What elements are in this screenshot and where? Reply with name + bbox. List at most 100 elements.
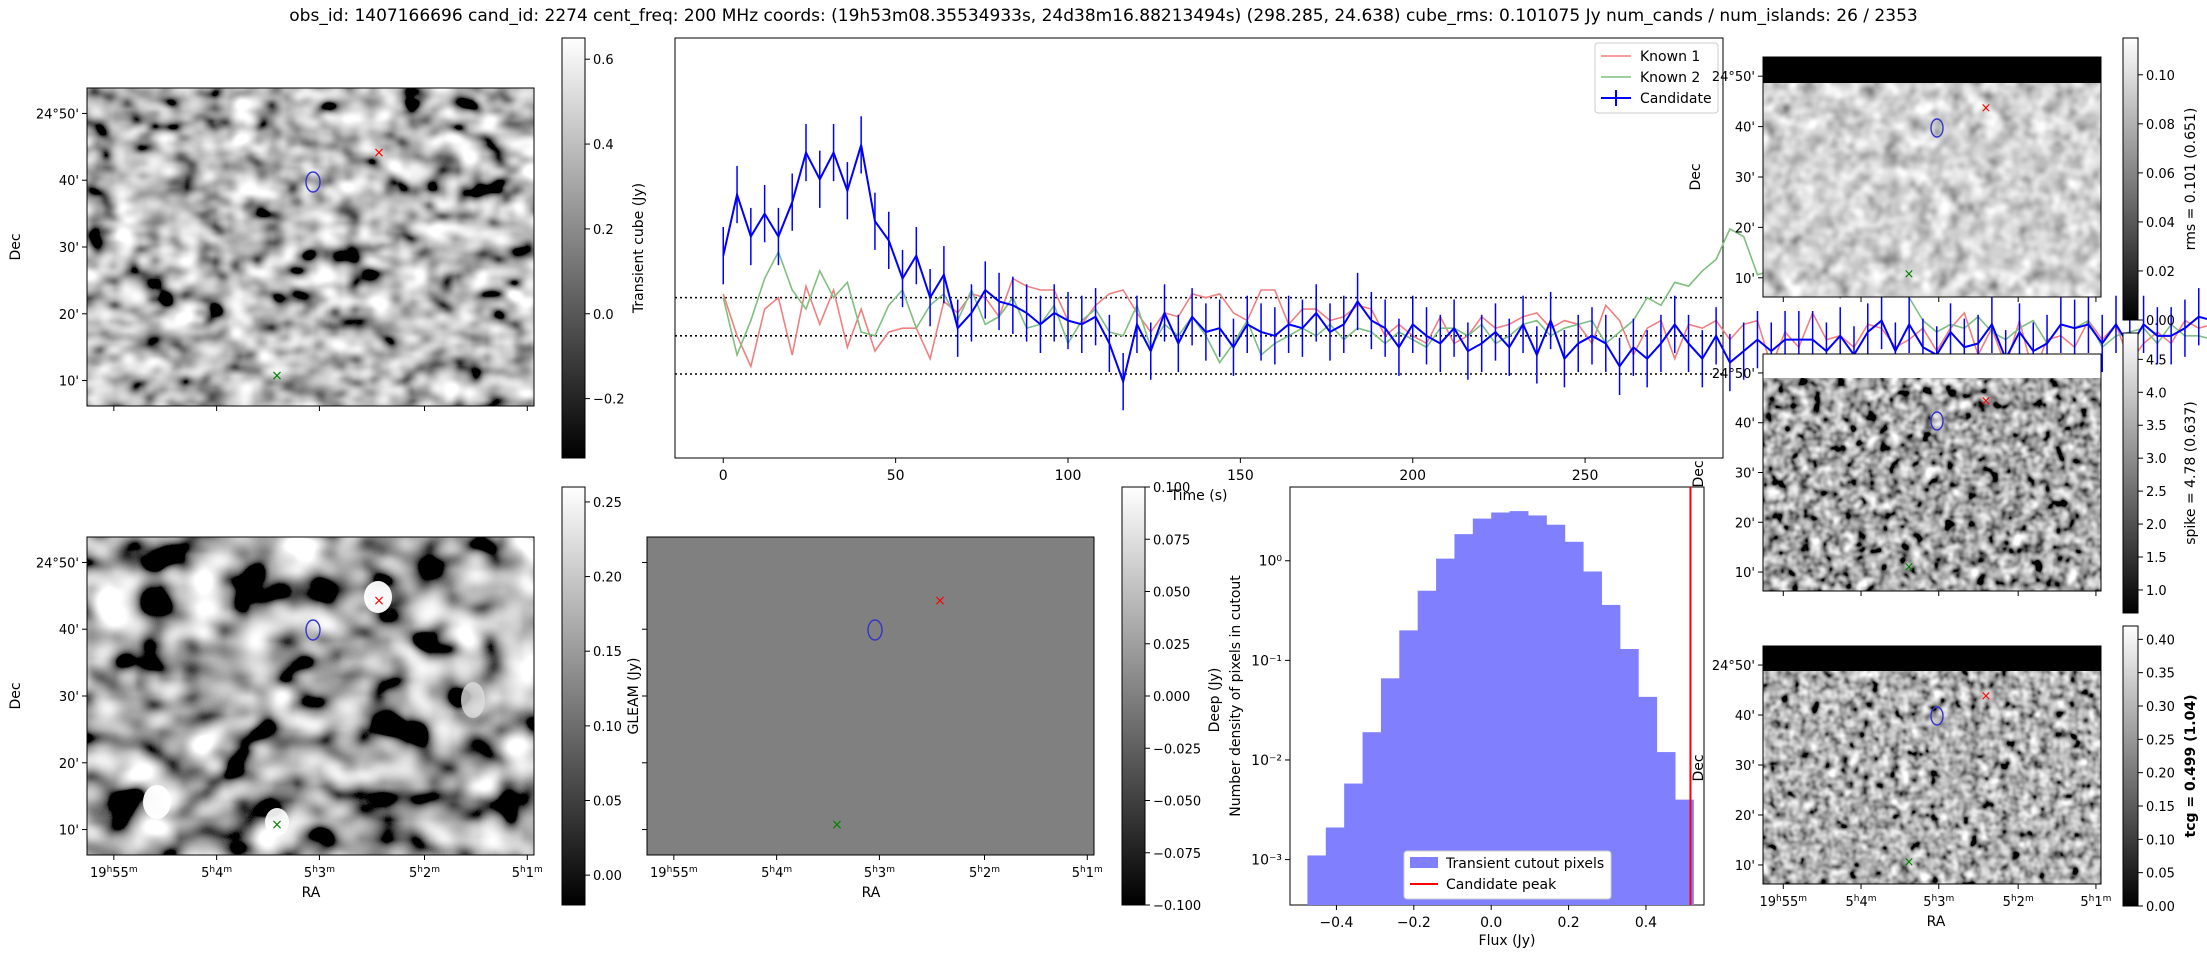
tcg-dec-ticks: 24°50' 40' 30' 20' 10' xyxy=(1712,659,1763,874)
colorbar-tick-label: 0.35 xyxy=(2146,667,2175,682)
colorbar-tick-label: 0.4 xyxy=(593,138,614,153)
lightcurve-frame xyxy=(674,37,1724,459)
red-x-marker: × xyxy=(1981,101,1992,116)
figure-title: obs_id: 1407166696 cand_id: 2274 cent_fr… xyxy=(289,6,1918,26)
legend-candidate-label: Candidate xyxy=(1640,91,1712,107)
colorbar-tick-label: 0.25 xyxy=(2146,733,2175,748)
legend-hist-swatch xyxy=(1410,857,1438,868)
dec-tick-label: 30' xyxy=(59,690,79,705)
ra-tick-label: 5h1m xyxy=(512,865,543,881)
histogram-xtick-label: 0.0 xyxy=(1480,915,1502,931)
green-x-marker: × xyxy=(1904,560,1915,575)
rms-panel: 24°50'40'30'20'10' Dec × × 0.000.020.040… xyxy=(1688,37,2199,329)
histogram-xticks: −0.4 −0.2 0.0 0.2 0.4 xyxy=(1319,905,1657,931)
dec-tick-label: 24°50' xyxy=(1712,659,1755,674)
colorbar-tick-label: 1.0 xyxy=(2146,584,2167,599)
histogram-ytick-label: 10⁰ xyxy=(1259,554,1283,570)
candidate-contour xyxy=(1930,118,1944,138)
deep-colorbar-ticks: 0.00 0.05 0.10 0.15 0.20 0.25 xyxy=(585,496,622,884)
legend-hist-label: Transient cutout pixels xyxy=(1445,856,1604,872)
histogram-bar xyxy=(1601,604,1621,905)
deep-bright-source xyxy=(364,581,392,613)
candidate-contour xyxy=(305,619,321,641)
colorbar-tick-label: −0.025 xyxy=(1153,742,1201,757)
ra-tick-label: 5h2m xyxy=(2003,894,2034,910)
gleam-dec-ticks xyxy=(642,561,647,831)
histogram-bar xyxy=(1491,512,1511,905)
dec-tick-label: 24°50' xyxy=(1712,367,1755,382)
colorbar-tick-label: 0.00 xyxy=(2146,314,2175,329)
dec-tick-label: 30' xyxy=(1735,171,1755,186)
colorbar-tick-label: 0.08 xyxy=(2146,118,2175,133)
ra-tick-label: 5h4m xyxy=(761,865,792,881)
spike-blank-strip xyxy=(1763,354,2101,378)
lightcurve-xtick-label: 0 xyxy=(719,468,728,484)
dec-tick-label: 10' xyxy=(1735,566,1755,581)
colorbar-tick-label: 0.05 xyxy=(2146,867,2175,882)
green-x-marker: × xyxy=(831,817,843,833)
deep-bright-source xyxy=(461,682,485,718)
dec-tick-label: 20' xyxy=(1735,221,1755,236)
deep-dec-ticks: 24°50' 40' 30' 20' 10' xyxy=(36,556,87,839)
histogram-bar xyxy=(1307,855,1327,905)
spike-image xyxy=(1763,354,2101,591)
colorbar-tick-label: −0.075 xyxy=(1153,847,1201,862)
histogram-xtick-label: 0.4 xyxy=(1635,915,1657,931)
deep-colorbar-label: Deep (Jy) xyxy=(1207,668,1223,733)
colorbar-tick-label: 2.5 xyxy=(2146,485,2167,500)
gleam-panel: 19h55m 5h4m 5h3m 5h2m 5h1m RA GLEAM (Jy) × ×… xyxy=(626,481,1201,914)
histogram-xtick-label: −0.4 xyxy=(1319,915,1353,931)
red-x-marker: × xyxy=(373,145,385,161)
legend-peak-label: Candidate peak xyxy=(1446,877,1557,893)
rms-blank-strip xyxy=(1763,57,2101,83)
colorbar-tick-label: 0.100 xyxy=(1153,481,1190,496)
deep-bright-source xyxy=(143,785,171,819)
red-x-marker: × xyxy=(373,593,385,609)
tcg-ra-ticks: 19h55m 5h4m 5h3m 5h2m 5h1m xyxy=(1759,884,2111,910)
colorbar-tick-label: 0.075 xyxy=(1153,533,1190,548)
histogram-bar xyxy=(1417,590,1437,905)
ra-tick-label: 5h3m xyxy=(864,865,895,881)
spike-panel: 24°50' 40' 30' 20' 10' × × 1.0 1.5 2.0 2.5 3.0 3.… xyxy=(1712,332,2199,614)
gleam-colorbar-ticks: −0.100 −0.075 −0.050 −0.025 0.000 0.025 0.050 0… xyxy=(1145,481,1201,914)
colorbar-tick-label: 0.05 xyxy=(593,795,622,810)
candidate-contour xyxy=(867,619,883,641)
histogram-bar xyxy=(1564,541,1584,905)
histogram-bar xyxy=(1362,732,1382,905)
histogram-bar xyxy=(1472,518,1492,905)
colorbar-tick-label: 0.00 xyxy=(593,869,622,884)
histogram-bar xyxy=(1583,571,1602,905)
dec-tick-label: 30' xyxy=(59,241,79,256)
colorbar-tick-label: −0.100 xyxy=(1153,899,1201,914)
deep-panel: 24°50' 40' 30' 20' 10' 19h55m 5h4m 5h3m 5h2m 5h1… xyxy=(8,486,622,906)
red-x-marker: × xyxy=(1981,394,1992,409)
colorbar-tick-label: 0.10 xyxy=(593,720,622,735)
colorbar-tick-label: 4.5 xyxy=(2146,353,2167,368)
histogram-xtick-label: −0.2 xyxy=(1397,915,1431,931)
tcg-panel: 24°50' 40' 30' 20' 10' 19h55m 5h4m 5h3m 5h2m 5h1… xyxy=(1712,625,2199,930)
rms-colorbar xyxy=(2122,37,2139,321)
transient-dec-label: Dec xyxy=(8,233,24,260)
lightcurve-xtick-label: 200 xyxy=(1399,468,1426,484)
ra-tick-label: 5h4m xyxy=(201,865,232,881)
dec-tick-label: 24°50' xyxy=(1712,70,1755,85)
legend-known2-label: Known 2 xyxy=(1640,70,1700,86)
deep-ra-ticks: 19h55m 5h4m 5h3m 5h2m 5h1m xyxy=(90,855,543,881)
ra-tick-label: 5h2m xyxy=(409,865,440,881)
tcg-colorbar-ticks: 0.00 0.05 0.10 0.15 0.20 0.25 0.30 0.35 0.40 xyxy=(2138,633,2175,915)
rms-image xyxy=(1763,57,2101,297)
tcg-image xyxy=(1763,646,2101,884)
dec-tick-label: 10' xyxy=(1735,272,1755,287)
histogram-bar xyxy=(1509,511,1529,905)
lightcurve-xtick-label: 50 xyxy=(887,468,905,484)
histogram-ylabel: Number density of pixels in cutout xyxy=(1228,575,1244,817)
colorbar-tick-label: 0.00 xyxy=(2146,900,2175,915)
transient-colorbar-ticks: −0.2 0.0 0.2 0.4 0.6 xyxy=(585,53,625,408)
legend-known1-label: Known 1 xyxy=(1640,49,1700,65)
histogram-bar xyxy=(1656,752,1676,905)
deep-colorbar xyxy=(561,486,586,906)
candidate-contour xyxy=(305,171,321,193)
histogram-panel: −0.4 −0.2 0.0 0.2 0.4 10⁻³ 10⁻² 10⁻¹ 10⁰ Flux (… xyxy=(1207,460,1707,949)
red-x-marker: × xyxy=(1981,689,1992,704)
